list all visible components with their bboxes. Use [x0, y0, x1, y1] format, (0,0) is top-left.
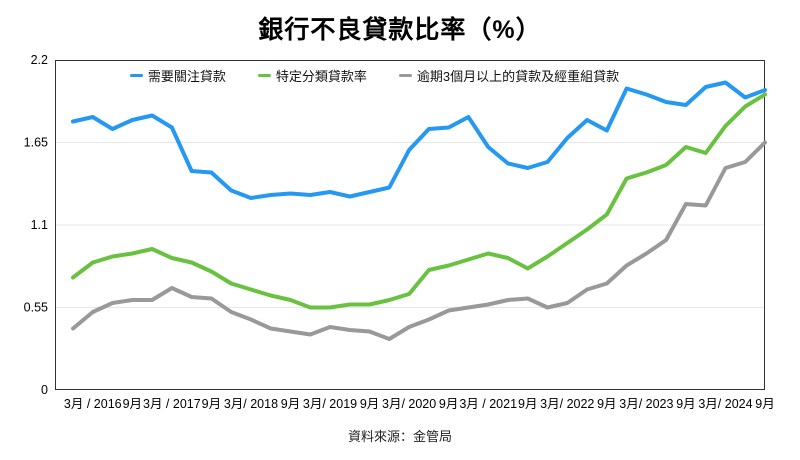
series-line-overdue-3m-restructured-loans: [71, 140, 767, 341]
x-axis-tick-label: 3月/ 2023: [619, 397, 673, 411]
x-axis-tick-label: 3月 / 2021: [459, 397, 517, 411]
series-line-classified-loans: [71, 92, 767, 310]
legend-dash-icon: [129, 73, 143, 78]
x-axis-tick-label: 9月: [123, 397, 142, 411]
y-axis-tick-label: 1.65: [24, 136, 48, 150]
legend-item-classified-loans: 特定分類貸款率: [257, 66, 367, 85]
y-axis-tick-label: 0: [41, 383, 48, 397]
y-axis-tick-label: 1.1: [31, 218, 48, 232]
source-note: 資料來源：金管局: [347, 429, 452, 444]
x-axis-tick-label: 3月 / 2016: [64, 397, 122, 411]
y-axis-tick-label: 2.2: [31, 53, 48, 67]
legend-item-special-mention-loans: 需要關注貸款: [129, 66, 226, 85]
x-axis-tick-label: 9月: [755, 397, 774, 411]
legend-dash-icon: [398, 73, 412, 78]
legend-item-overdue-3m-restructured-loans: 逾期3個月以上的貸款及經重組貸款: [398, 66, 620, 85]
x-axis-tick-label: 9月: [281, 397, 300, 411]
legend-item-label: 逾期3個月以上的貸款及經重組貸款: [416, 69, 620, 84]
series-line-special-mention-loans: [71, 80, 767, 200]
x-axis-tick-label: 9月: [597, 397, 616, 411]
x-axis-tick-label: 3月/ 2020: [382, 397, 436, 411]
x-axis-tick-label: 3月/ 2024: [698, 397, 752, 411]
x-axis-tick-label: 9月: [360, 397, 379, 411]
legend: 需要關注貸款 特定分類貸款率 逾期3個月以上的貸款及經重組貸款: [55, 66, 764, 85]
x-axis-tick-label: 9月: [439, 397, 458, 411]
y-axis-tick-label: 0.55: [24, 301, 48, 315]
legend-item-label: 需要關注貸款: [147, 69, 226, 84]
x-axis-tick-label: 3月/ 2019: [303, 397, 357, 411]
plot-border: [55, 60, 765, 390]
chart-title: 銀行不良貸款比率（%）: [258, 16, 542, 44]
x-axis-tick-label: 9月: [202, 397, 221, 411]
legend-item-label: 特定分類貸款率: [275, 69, 367, 84]
legend-dash-icon: [257, 73, 271, 78]
x-axis-tick-label: 3月 / 2017: [143, 397, 201, 411]
x-axis-tick-label: 3月/ 2022: [540, 397, 594, 411]
x-axis-tick-label: 3月/ 2018: [224, 397, 278, 411]
x-axis-tick-label: 9月: [518, 397, 537, 411]
x-axis-tick-label: 9月: [676, 397, 695, 411]
